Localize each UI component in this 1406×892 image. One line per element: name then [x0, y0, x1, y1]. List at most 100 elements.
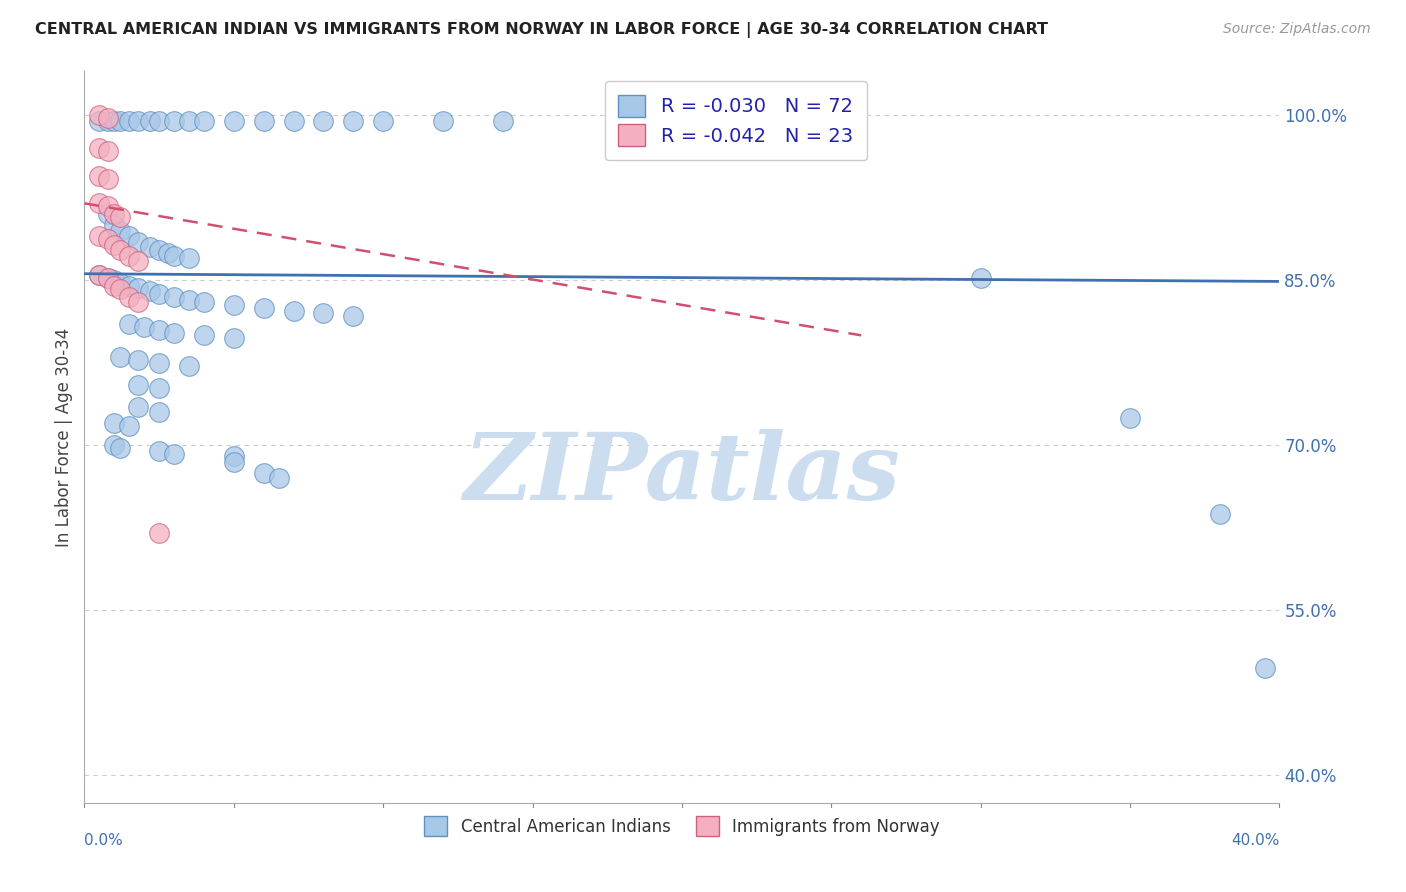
- Point: [118, 418, 141, 433]
- Point: [97, 198, 120, 212]
- Point: [193, 113, 215, 128]
- Y-axis label: In Labor Force | Age 30-34: In Labor Force | Age 30-34: [55, 327, 73, 547]
- Text: ZIPatlas: ZIPatlas: [464, 429, 900, 518]
- Point: [89, 268, 111, 282]
- Point: [139, 240, 162, 254]
- Point: [103, 219, 125, 233]
- Point: [148, 526, 170, 541]
- Point: [103, 207, 125, 221]
- Point: [177, 252, 200, 266]
- Point: [97, 144, 120, 158]
- Point: [157, 245, 180, 260]
- Point: [163, 113, 186, 128]
- Point: [118, 278, 141, 293]
- Point: [97, 271, 120, 285]
- Point: [253, 301, 276, 315]
- Point: [163, 447, 186, 461]
- Point: [148, 405, 170, 419]
- Point: [283, 113, 305, 128]
- Point: [492, 113, 515, 128]
- Point: [89, 113, 111, 128]
- Point: [97, 113, 120, 128]
- Text: Source: ZipAtlas.com: Source: ZipAtlas.com: [1223, 22, 1371, 37]
- Point: [1119, 410, 1142, 425]
- Point: [103, 238, 125, 252]
- Point: [103, 278, 125, 293]
- Point: [127, 113, 149, 128]
- Point: [148, 356, 170, 370]
- Point: [139, 285, 162, 299]
- Text: CENTRAL AMERICAN INDIAN VS IMMIGRANTS FROM NORWAY IN LABOR FORCE | AGE 30-34 COR: CENTRAL AMERICAN INDIAN VS IMMIGRANTS FR…: [35, 22, 1047, 38]
- Point: [432, 113, 454, 128]
- Point: [222, 330, 245, 344]
- Point: [312, 306, 335, 320]
- Point: [177, 293, 200, 307]
- Point: [103, 273, 125, 287]
- Point: [148, 381, 170, 395]
- Point: [118, 229, 141, 244]
- Point: [163, 290, 186, 304]
- Point: [89, 196, 111, 211]
- Point: [127, 295, 149, 310]
- Point: [222, 450, 245, 464]
- Point: [148, 443, 170, 458]
- Point: [97, 231, 120, 245]
- Point: [127, 253, 149, 268]
- Point: [193, 328, 215, 343]
- Point: [127, 377, 149, 392]
- Point: [118, 318, 141, 332]
- Point: [312, 113, 335, 128]
- Point: [89, 229, 111, 244]
- Point: [97, 207, 120, 221]
- Point: [373, 113, 395, 128]
- Point: [118, 290, 141, 304]
- Point: [253, 466, 276, 480]
- Point: [118, 249, 141, 263]
- Point: [163, 326, 186, 340]
- Point: [970, 271, 993, 285]
- Point: [110, 243, 132, 257]
- Point: [110, 351, 132, 365]
- Point: [89, 268, 111, 282]
- Point: [103, 438, 125, 452]
- Point: [267, 471, 290, 485]
- Point: [127, 235, 149, 249]
- Point: [342, 309, 364, 323]
- Point: [118, 113, 141, 128]
- Text: 40.0%: 40.0%: [1232, 833, 1279, 848]
- Point: [253, 113, 276, 128]
- Point: [132, 319, 156, 334]
- Text: 0.0%: 0.0%: [84, 833, 124, 848]
- Point: [222, 297, 245, 311]
- Point: [110, 276, 132, 290]
- Point: [127, 281, 149, 295]
- Point: [139, 113, 162, 128]
- Point: [110, 441, 132, 455]
- Point: [110, 210, 132, 224]
- Point: [163, 249, 186, 263]
- Point: [222, 455, 245, 469]
- Point: [110, 282, 132, 296]
- Point: [127, 400, 149, 414]
- Point: [89, 108, 111, 122]
- Point: [97, 172, 120, 186]
- Legend: Central American Indians, Immigrants from Norway: Central American Indians, Immigrants fro…: [413, 806, 950, 846]
- Point: [148, 243, 170, 257]
- Point: [1253, 660, 1275, 674]
- Point: [148, 286, 170, 301]
- Point: [97, 271, 120, 285]
- Point: [193, 295, 215, 310]
- Point: [1209, 507, 1232, 521]
- Point: [110, 224, 132, 238]
- Point: [110, 113, 132, 128]
- Point: [177, 359, 200, 373]
- Point: [127, 352, 149, 367]
- Point: [103, 113, 125, 128]
- Point: [342, 113, 364, 128]
- Point: [148, 323, 170, 337]
- Point: [89, 141, 111, 155]
- Point: [222, 113, 245, 128]
- Point: [148, 113, 170, 128]
- Point: [97, 111, 120, 125]
- Point: [177, 113, 200, 128]
